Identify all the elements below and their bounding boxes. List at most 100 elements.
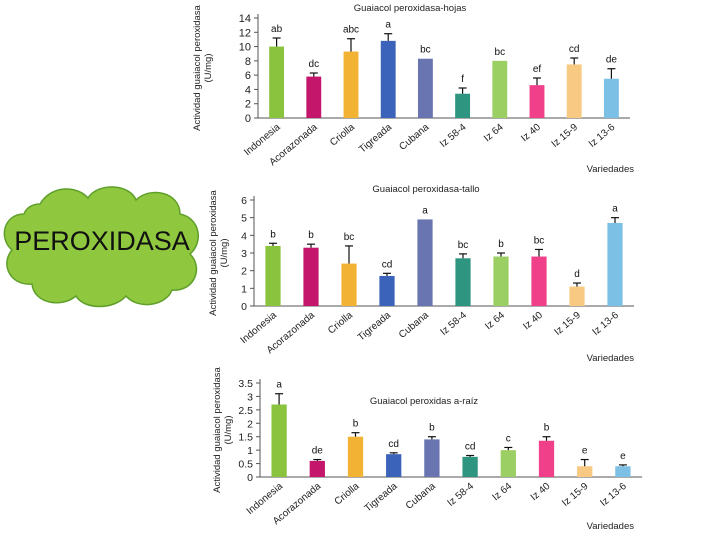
significance-letter: cd — [388, 439, 399, 450]
bar-8 — [538, 440, 555, 477]
category-label: Iz 13-6 — [590, 310, 621, 338]
y-tick-label: 10 — [239, 42, 251, 54]
bar-9 — [577, 466, 593, 477]
y-tick-label: 1.5 — [238, 432, 253, 444]
bar-9 — [566, 64, 582, 118]
category-label: Criolla — [328, 122, 357, 149]
category-label: Cubana — [397, 310, 431, 341]
y-tick-label: 0 — [241, 301, 247, 313]
category-label: Iz 13-6 — [587, 122, 618, 150]
significance-letter: cd — [569, 44, 580, 55]
y-tick-label: 2.5 — [238, 405, 253, 417]
category-label: Iz 15-9 — [550, 122, 581, 150]
significance-letter: b — [353, 419, 359, 430]
bar-1 — [265, 245, 281, 306]
y-axis-label: Actividad guaiacol peroxidasa(U/mg) — [208, 189, 230, 315]
category-label: Iz 64 — [482, 122, 506, 145]
x-axis-label: Variedades — [587, 353, 635, 364]
significance-letter: e — [582, 446, 588, 457]
significance-letter: abc — [343, 25, 359, 36]
y-tick-label: 6 — [245, 70, 251, 82]
category-label: Tigreada — [357, 122, 394, 156]
y-tick-label: 2 — [241, 266, 247, 278]
y-tick-label: 0.5 — [238, 459, 253, 471]
significance-letter: b — [498, 239, 504, 250]
category-label: Iz 58-4 — [438, 310, 469, 338]
badge-label: PEROXIDASA — [14, 226, 190, 256]
bar-7 — [500, 450, 516, 477]
bar-2 — [303, 247, 319, 306]
significance-letter: f — [461, 74, 464, 85]
significance-letter: b — [308, 230, 314, 241]
bar-5 — [417, 58, 433, 118]
category-label: Iz 64 — [483, 310, 507, 333]
bar-5 — [417, 219, 433, 306]
y-axis-label: Actividad guaiacol peroxidasa(U/mg) — [212, 366, 234, 492]
bar-3 — [343, 51, 359, 119]
y-tick-label: 14 — [239, 13, 251, 25]
x-axis-label: Variedades — [587, 521, 635, 532]
significance-letter: b — [544, 423, 550, 434]
category-label: Criolla — [333, 481, 362, 508]
significance-letter: bc — [344, 232, 355, 243]
category-label: Iz 13-6 — [598, 481, 629, 509]
y-tick-label: 0 — [245, 113, 251, 125]
bar-4 — [379, 275, 395, 306]
bar-3 — [347, 436, 364, 477]
significance-letter: ab — [271, 24, 283, 35]
significance-letter: de — [312, 446, 324, 457]
chart-2: Guaiacol peroxidasa-tallo Actividad guaia… — [208, 184, 634, 364]
y-tick-label: 4 — [241, 230, 247, 242]
chart-title: Guaiacol peroxidasa-tallo — [372, 184, 479, 195]
category-label: Iz 15-9 — [552, 310, 583, 338]
bar-10 — [603, 78, 619, 118]
y-tick-label: 1 — [247, 445, 253, 457]
bar-1 — [269, 46, 285, 119]
y-tick-label: 6 — [241, 195, 247, 207]
bar-6 — [455, 93, 471, 118]
cloud-shape — [3, 186, 200, 308]
category-label: Cubana — [404, 481, 438, 512]
bar-1 — [271, 404, 287, 477]
x-axis-label: Variedades — [587, 164, 635, 175]
significance-letter: b — [270, 229, 276, 240]
significance-letter: a — [276, 380, 282, 391]
category-label: Iz 40 — [529, 481, 553, 504]
significance-letter: a — [612, 204, 618, 215]
y-tick-label: 2 — [245, 99, 251, 111]
y-tick-label: 1 — [241, 283, 247, 295]
significance-letter: de — [606, 55, 618, 66]
significance-letter: bc — [534, 235, 545, 246]
bar-8 — [531, 256, 547, 306]
y-tick-label: 4 — [245, 84, 251, 96]
bar-4 — [380, 40, 396, 118]
category-label: Iz 40 — [521, 310, 545, 333]
chart-3: Guaiacol peroxidas a-raíz Actividad guaia… — [212, 366, 642, 532]
significance-letter: ef — [533, 64, 542, 75]
bar-9 — [569, 286, 585, 306]
significance-letter: b — [429, 423, 435, 434]
significance-letter: e — [620, 451, 626, 462]
bar-10 — [615, 466, 631, 477]
bar-3 — [341, 263, 357, 306]
significance-letter: c — [506, 433, 511, 444]
significance-letter: cd — [465, 442, 476, 453]
y-tick-label: 3 — [247, 391, 253, 403]
y-tick-label: 0 — [247, 472, 253, 484]
category-label: Tigreada — [356, 310, 393, 344]
bar-2 — [306, 76, 322, 118]
category-label: Criolla — [326, 310, 355, 337]
significance-letter: bc — [495, 47, 506, 58]
y-tick-label: 3 — [241, 248, 247, 260]
chart-title: Guaiacol peroxidasa-hojas — [354, 3, 467, 14]
y-tick-label: 2 — [247, 418, 253, 430]
category-label: Iz 58-4 — [438, 122, 469, 150]
chart-title: Guaiacol peroxidas a-raíz — [370, 396, 478, 407]
category-label: Cubana — [397, 122, 431, 153]
bar-6 — [462, 456, 478, 477]
significance-letter: cd — [382, 259, 393, 270]
bar-7 — [493, 256, 509, 306]
bar-5 — [424, 439, 440, 477]
bar-8 — [529, 85, 545, 118]
